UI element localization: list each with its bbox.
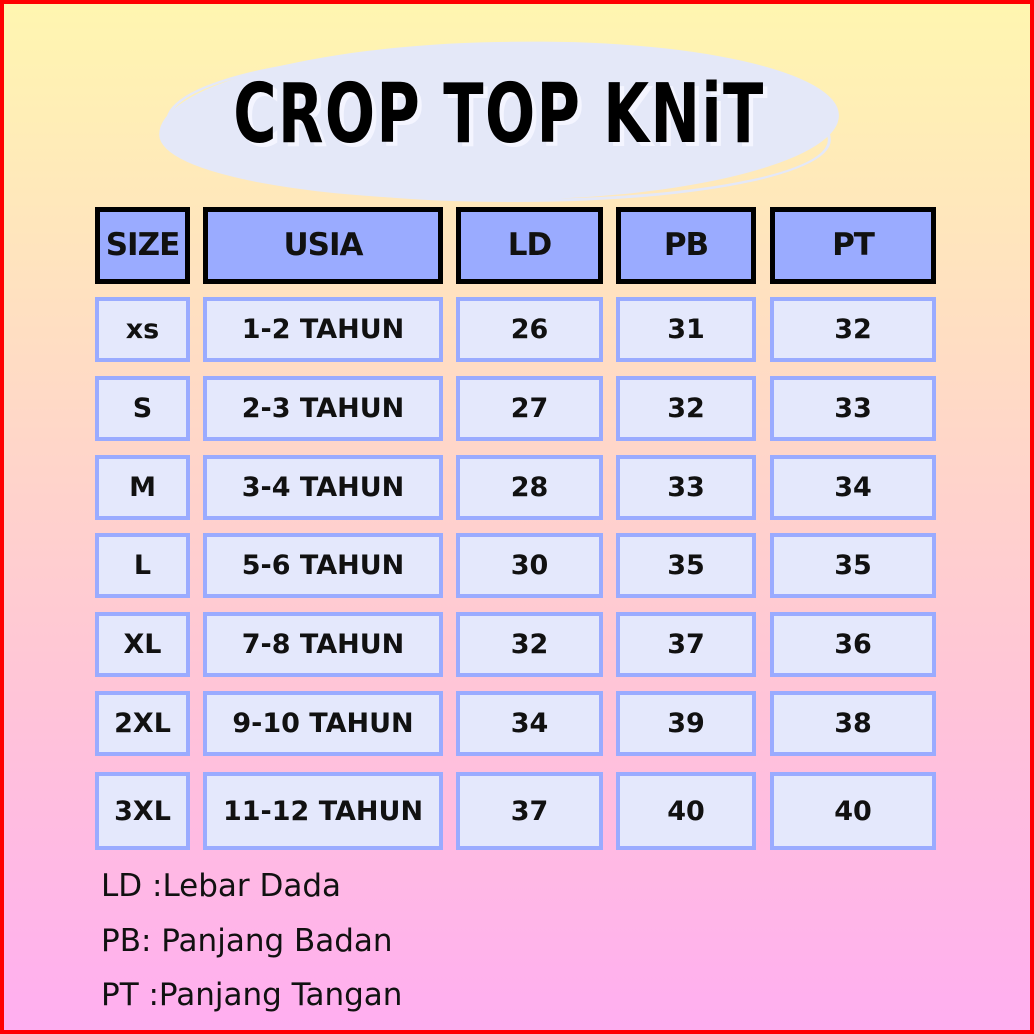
cell-ld: 28 [456, 455, 603, 520]
cell-ld: 27 [456, 376, 603, 441]
legend-ld: LD :Lebar Dada [101, 868, 342, 904]
header-ld: LD [456, 207, 603, 284]
cell-ld: 34 [456, 691, 603, 756]
header-pt: PT [770, 207, 936, 284]
cell-usia: 9-10 TAHUN [203, 691, 443, 756]
legend-pt: PT :Panjang Tangan [101, 977, 403, 1013]
cell-usia: 1-2 TAHUN [203, 297, 443, 362]
cell-ld: 26 [456, 297, 603, 362]
cell-size: S [95, 376, 190, 441]
cell-pt: 33 [770, 376, 936, 441]
cell-size: 2XL [95, 691, 190, 756]
cell-pb: 31 [616, 297, 756, 362]
cell-pt: 32 [770, 297, 936, 362]
cell-pb: 33 [616, 455, 756, 520]
header-usia: USIA [203, 207, 443, 284]
cell-pb: 35 [616, 533, 756, 598]
cell-size: XL [95, 612, 190, 677]
cell-pt: 35 [770, 533, 936, 598]
cell-ld: 32 [456, 612, 603, 677]
cell-usia: 7-8 TAHUN [203, 612, 443, 677]
header-size: SIZE [95, 207, 190, 284]
cell-usia: 11-12 TAHUN [203, 772, 443, 850]
cell-usia: 5-6 TAHUN [203, 533, 443, 598]
cell-pb: 32 [616, 376, 756, 441]
cell-pt: 34 [770, 455, 936, 520]
cell-size: 3XL [95, 772, 190, 850]
cell-usia: 3-4 TAHUN [203, 455, 443, 520]
cell-size: xs [95, 297, 190, 362]
header-pb: PB [616, 207, 756, 284]
cell-ld: 30 [456, 533, 603, 598]
cell-pb: 40 [616, 772, 756, 850]
cell-pt: 40 [770, 772, 936, 850]
cell-pb: 37 [616, 612, 756, 677]
legend-pb: PB: Panjang Badan [101, 923, 393, 959]
title: CROP TOP KNiT [233, 67, 765, 162]
cell-size: L [95, 533, 190, 598]
cell-pb: 39 [616, 691, 756, 756]
cell-pt: 38 [770, 691, 936, 756]
cell-ld: 37 [456, 772, 603, 850]
cell-pt: 36 [770, 612, 936, 677]
cell-usia: 2-3 TAHUN [203, 376, 443, 441]
cell-size: M [95, 455, 190, 520]
